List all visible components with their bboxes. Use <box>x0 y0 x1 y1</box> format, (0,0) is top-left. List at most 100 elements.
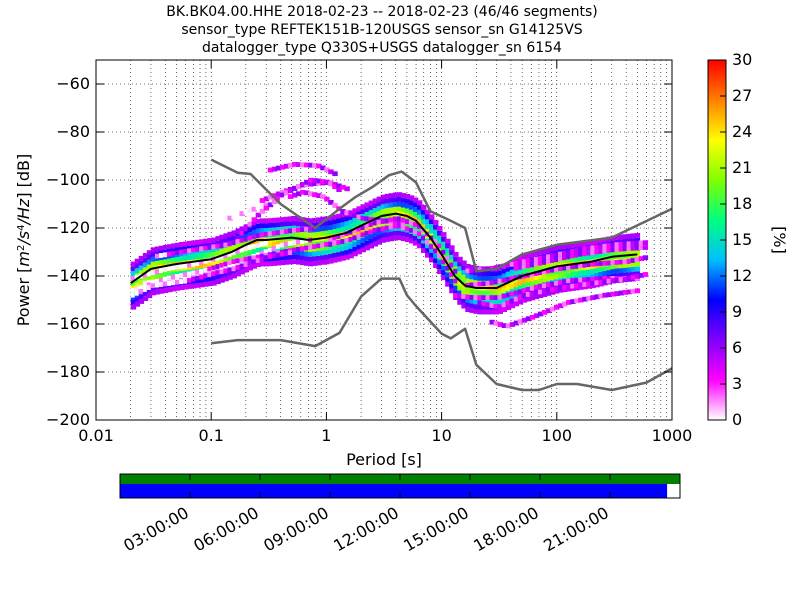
density-cell <box>235 265 241 270</box>
density-cell <box>183 248 189 254</box>
density-cell <box>630 245 636 251</box>
time-tick-label: 15:00:00 <box>400 503 472 555</box>
density-cell <box>380 237 387 243</box>
density-cell <box>316 163 322 169</box>
density-cell <box>412 222 419 227</box>
density-cell <box>489 290 495 296</box>
density-cell <box>215 270 221 275</box>
density-cell <box>485 271 491 276</box>
density-cell <box>235 242 241 248</box>
density-cell <box>509 269 516 275</box>
density-cell <box>513 261 520 266</box>
density-cell <box>138 265 145 271</box>
density-cell <box>239 269 245 275</box>
density-cell <box>594 244 600 250</box>
density-cell <box>223 257 229 263</box>
density-cell <box>142 296 149 301</box>
density-cell <box>279 242 286 248</box>
density-cell <box>316 231 322 237</box>
density-cell <box>356 239 362 245</box>
density-cell <box>231 244 237 250</box>
density-cell <box>537 284 544 289</box>
y-tick-label: −80 <box>56 122 90 141</box>
density-cell <box>259 241 266 247</box>
density-cell <box>356 233 362 239</box>
density-cell <box>404 237 411 242</box>
density-cell <box>457 261 463 267</box>
density-cell <box>574 271 580 276</box>
density-cell <box>521 278 528 284</box>
density-cell <box>287 221 294 226</box>
density-cell <box>255 258 262 263</box>
density-cell <box>320 226 326 232</box>
density-cell <box>562 250 568 256</box>
density-cell <box>187 255 193 261</box>
density-cell <box>445 256 451 261</box>
density-cell <box>130 266 137 272</box>
density-cell <box>199 274 205 280</box>
density-cell <box>626 246 632 251</box>
density-cell <box>179 270 185 276</box>
density-cell <box>598 279 604 285</box>
density-cell <box>433 263 439 268</box>
density-cell <box>566 286 572 292</box>
density-cell <box>521 293 528 298</box>
density-cell <box>562 244 568 249</box>
density-cell <box>150 270 157 276</box>
density-cell <box>259 250 266 256</box>
density-cell <box>525 253 532 259</box>
density-cell <box>360 209 366 214</box>
density-cell <box>481 295 487 300</box>
density-cell <box>352 241 358 247</box>
colorbar: 0 3 6 9 12 15 18 21 24 27 30 [%] <box>707 50 789 429</box>
density-cell <box>167 266 173 271</box>
density-cell <box>618 290 624 296</box>
density-cell <box>566 272 572 278</box>
density-cell <box>158 253 165 258</box>
density-cell <box>396 223 403 229</box>
density-cell <box>400 202 407 208</box>
density-cell <box>554 257 560 263</box>
density-cell <box>247 227 253 233</box>
density-cell <box>130 295 137 300</box>
density-cell <box>473 304 479 309</box>
density-cell <box>501 273 507 279</box>
density-cell <box>570 283 576 289</box>
density-cell <box>275 260 282 266</box>
density-cell <box>223 253 229 259</box>
probability-density <box>130 162 649 329</box>
density-cell <box>461 298 467 304</box>
colorbar-ticks: 0 3 6 9 12 15 18 21 24 27 30 <box>720 50 752 429</box>
density-cell <box>247 251 253 257</box>
density-cell <box>408 205 415 210</box>
density-cell <box>247 241 253 247</box>
density-cell <box>441 246 447 252</box>
density-cell <box>348 234 354 240</box>
density-cell <box>348 243 354 249</box>
density-cell <box>356 220 362 226</box>
density-cell <box>497 304 503 310</box>
density-cell <box>521 283 528 289</box>
density-cell <box>529 281 536 286</box>
density-cell <box>267 261 274 267</box>
density-cell <box>239 240 245 246</box>
density-cell <box>263 223 270 228</box>
density-cell <box>404 194 411 199</box>
density-cell <box>332 203 338 208</box>
density-cell <box>437 243 443 249</box>
density-cell <box>598 293 604 299</box>
density-cell <box>533 271 540 276</box>
density-cell <box>505 300 512 306</box>
density-cell <box>267 256 274 262</box>
density-cell <box>376 235 382 240</box>
density-cell <box>582 296 588 302</box>
density-cell <box>171 272 177 277</box>
density-cell <box>529 266 536 272</box>
density-cell <box>179 285 185 290</box>
density-cell <box>162 245 169 250</box>
density-cell <box>537 264 544 270</box>
density-cell <box>283 251 290 256</box>
time-tick-label: 09:00:00 <box>260 503 332 555</box>
density-cell <box>191 240 197 246</box>
density-cell <box>247 256 253 261</box>
